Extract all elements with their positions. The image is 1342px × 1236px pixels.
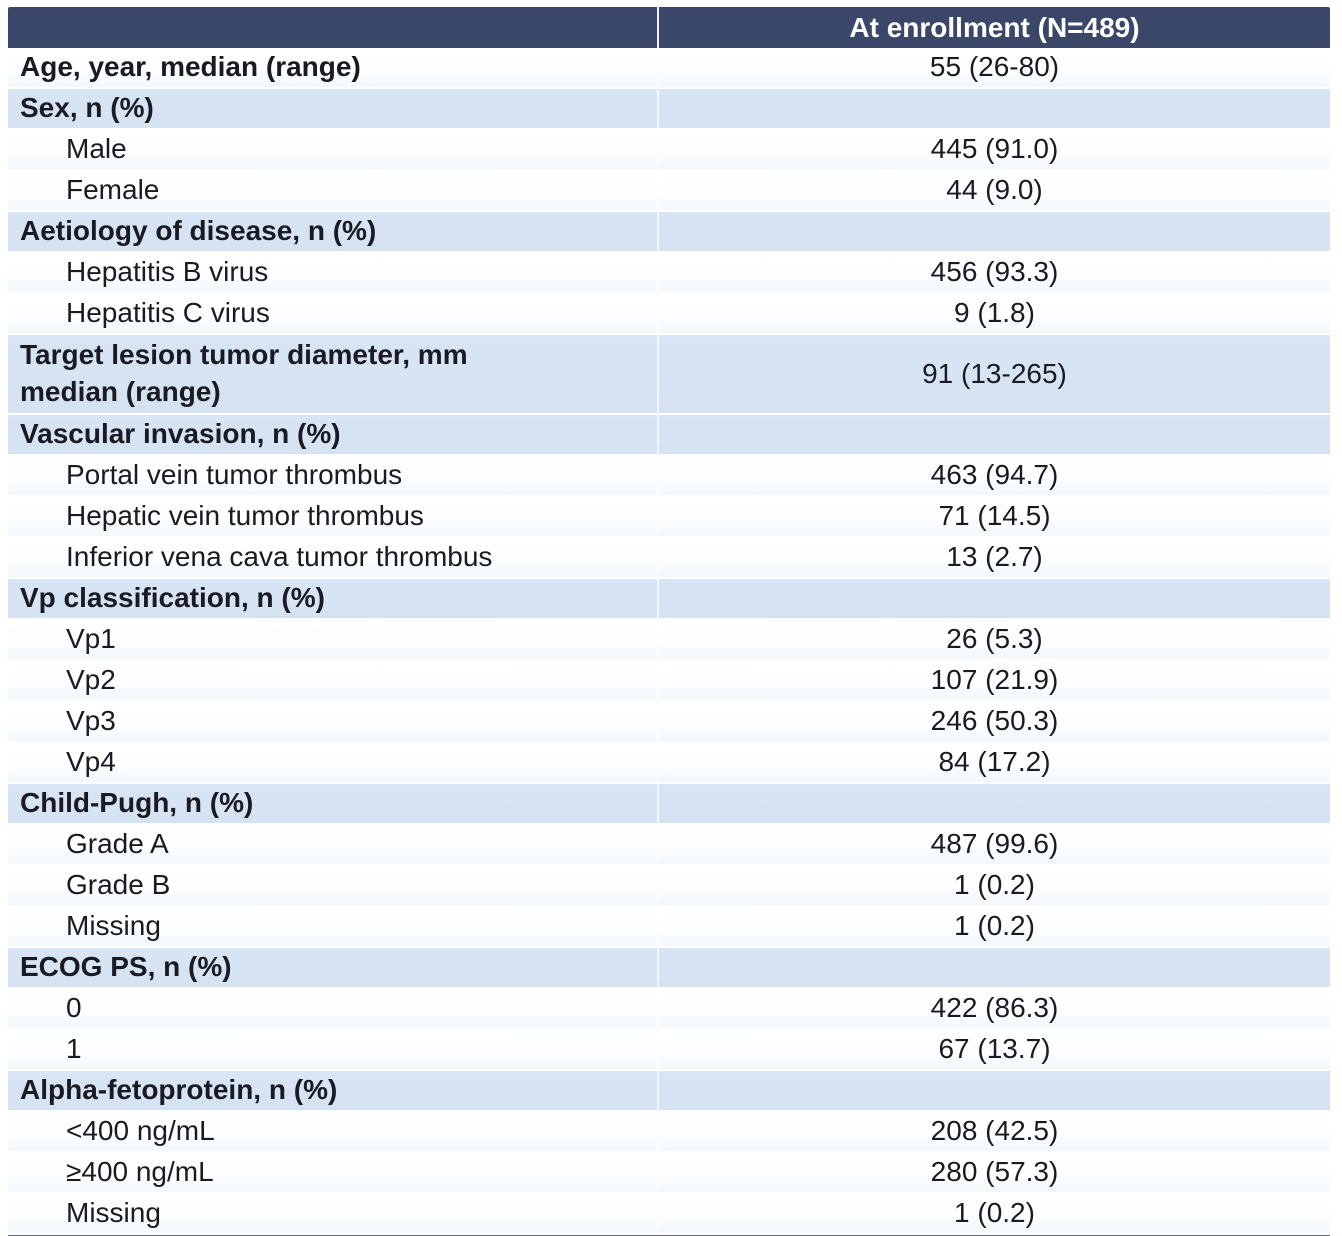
- row-label: Vp classification, n (%): [20, 582, 325, 614]
- row-value: 67 (13.7): [657, 1030, 1330, 1069]
- row-value: 71 (14.5): [657, 497, 1330, 536]
- table-row: Vascular invasion, n (%): [8, 415, 1330, 456]
- table-row: Hepatic vein tumor thrombus 71 (14.5): [8, 497, 1330, 538]
- table-row: Male 445 (91.0): [8, 130, 1330, 171]
- row-label: Inferior vena cava tumor thrombus: [66, 541, 493, 573]
- table-row: Vp1 26 (5.3): [8, 620, 1330, 661]
- table-row: Age, year, median (range) 55 (26-80): [8, 48, 1330, 89]
- row-label: Missing: [66, 910, 161, 942]
- table-row: <400 ng/mL 208 (42.5): [8, 1112, 1330, 1153]
- row-value: 55 (26-80): [657, 48, 1330, 87]
- row-label: Vascular invasion, n (%): [20, 418, 341, 450]
- header-enrollment-cell: At enrollment (N=489): [657, 7, 1330, 48]
- row-value: 1 (0.2): [657, 907, 1330, 946]
- table-row: Vp classification, n (%): [8, 579, 1330, 620]
- row-value: [657, 579, 1330, 618]
- characteristics-table: At enrollment (N=489) Age, year, median …: [8, 7, 1330, 1236]
- table-row: Child-Pugh, n (%): [8, 784, 1330, 825]
- table-row: Missing 1 (0.2): [8, 1194, 1330, 1235]
- table-row: Hepatitis B virus 456 (93.3): [8, 253, 1330, 294]
- table-row: Aetiology of disease, n (%): [8, 212, 1330, 253]
- row-value: [657, 415, 1330, 454]
- table-row: Missing 1 (0.2): [8, 907, 1330, 948]
- table-row: 1 67 (13.7): [8, 1030, 1330, 1071]
- row-label: ECOG PS, n (%): [20, 951, 232, 983]
- row-label: Hepatitis B virus: [66, 256, 269, 288]
- table-row: Sex, n (%): [8, 89, 1330, 130]
- row-value: [657, 89, 1330, 128]
- row-value: [657, 1071, 1330, 1110]
- row-value: 463 (94.7): [657, 456, 1330, 495]
- row-value: [657, 948, 1330, 987]
- table-row: 0 422 (86.3): [8, 989, 1330, 1030]
- row-label: Missing: [66, 1197, 161, 1229]
- row-value: [657, 784, 1330, 823]
- row-label: Aetiology of disease, n (%): [20, 215, 377, 247]
- row-value: 107 (21.9): [657, 661, 1330, 700]
- row-label: Female: [66, 174, 160, 206]
- row-label: ≥400 ng/mL: [66, 1156, 214, 1188]
- table-row: Target lesion tumor diameter, mm median …: [8, 335, 1330, 415]
- table-row: ≥400 ng/mL 280 (57.3): [8, 1153, 1330, 1194]
- row-label: 0: [66, 992, 82, 1024]
- table-row: Female 44 (9.0): [8, 171, 1330, 212]
- header-empty-cell: [8, 7, 657, 48]
- row-label: Target lesion tumor diameter, mm median …: [20, 339, 468, 407]
- table-row: Hepatitis C virus 9 (1.8): [8, 294, 1330, 335]
- table-row: Grade B 1 (0.2): [8, 866, 1330, 907]
- table-rows: Age, year, median (range) 55 (26-80) Sex, …: [8, 48, 1330, 1235]
- row-label: Vp4: [66, 746, 116, 778]
- row-label: Portal vein tumor thrombus: [66, 459, 403, 491]
- row-label: <400 ng/mL: [66, 1115, 215, 1147]
- row-value: 84 (17.2): [657, 743, 1330, 782]
- row-label: Grade B: [66, 869, 171, 901]
- row-value: 456 (93.3): [657, 253, 1330, 292]
- table-header-row: At enrollment (N=489): [8, 7, 1330, 48]
- row-value: 246 (50.3): [657, 702, 1330, 741]
- table-row: Vp3 246 (50.3): [8, 702, 1330, 743]
- row-label: Child-Pugh, n (%): [20, 787, 254, 819]
- row-value: 422 (86.3): [657, 989, 1330, 1028]
- row-label: Grade A: [66, 828, 169, 860]
- row-label: Vp2: [66, 664, 116, 696]
- table-row: Vp2 107 (21.9): [8, 661, 1330, 702]
- row-value: 26 (5.3): [657, 620, 1330, 659]
- row-label: Hepatitis C virus: [66, 297, 270, 329]
- row-label: Sex, n (%): [20, 92, 154, 124]
- table-row: ECOG PS, n (%): [8, 948, 1330, 989]
- row-label: 1: [66, 1033, 82, 1065]
- table-row: Portal vein tumor thrombus 463 (94.7): [8, 456, 1330, 497]
- table-row: Vp4 84 (17.2): [8, 743, 1330, 784]
- row-value: 445 (91.0): [657, 130, 1330, 169]
- row-value: 487 (99.6): [657, 825, 1330, 864]
- row-value: 1 (0.2): [657, 1194, 1330, 1233]
- row-label: Vp1: [66, 623, 116, 655]
- row-label: Alpha-fetoprotein, n (%): [20, 1074, 338, 1106]
- row-value: 91 (13-265): [657, 335, 1330, 413]
- row-value: [657, 212, 1330, 251]
- row-value: 280 (57.3): [657, 1153, 1330, 1192]
- table-row: Alpha-fetoprotein, n (%): [8, 1071, 1330, 1112]
- row-label: Hepatic vein tumor thrombus: [66, 500, 424, 532]
- row-value: 1 (0.2): [657, 866, 1330, 905]
- row-value: 44 (9.0): [657, 171, 1330, 210]
- row-label: Vp3: [66, 705, 116, 737]
- row-value: 13 (2.7): [657, 538, 1330, 577]
- row-value: 208 (42.5): [657, 1112, 1330, 1151]
- table-row: Inferior vena cava tumor thrombus 13 (2.7…: [8, 538, 1330, 579]
- row-label: Male: [66, 133, 127, 165]
- row-value: 9 (1.8): [657, 294, 1330, 333]
- row-label: Age, year, median (range): [20, 51, 361, 83]
- table-row: Grade A 487 (99.6): [8, 825, 1330, 866]
